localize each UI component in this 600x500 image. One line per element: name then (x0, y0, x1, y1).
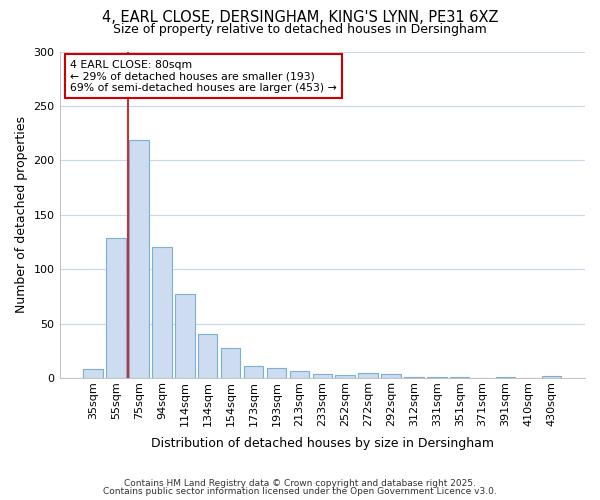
Text: Contains public sector information licensed under the Open Government Licence v3: Contains public sector information licen… (103, 487, 497, 496)
Bar (221, 348, 241, 378)
Bar (290, 372, 309, 378)
Bar (267, 368, 286, 378)
Bar (198, 334, 217, 378)
Text: 4 EARL CLOSE: 80sqm
← 29% of detached houses are smaller (193)
69% of semi-detac: 4 EARL CLOSE: 80sqm ← 29% of detached ho… (70, 60, 337, 93)
Bar (83, 370, 103, 378)
Bar (244, 366, 263, 378)
Bar (496, 377, 515, 378)
Bar (542, 376, 561, 378)
Bar (427, 377, 446, 378)
Bar (450, 377, 469, 378)
Text: Contains HM Land Registry data © Crown copyright and database right 2025.: Contains HM Land Registry data © Crown c… (124, 478, 476, 488)
X-axis label: Distribution of detached houses by size in Dersingham: Distribution of detached houses by size … (151, 437, 494, 450)
Bar (106, 238, 126, 378)
Text: 4, EARL CLOSE, DERSINGHAM, KING'S LYNN, PE31 6XZ: 4, EARL CLOSE, DERSINGHAM, KING'S LYNN, … (102, 10, 498, 25)
Bar (152, 248, 172, 378)
Bar (381, 374, 401, 378)
Y-axis label: Number of detached properties: Number of detached properties (15, 116, 28, 313)
Text: Size of property relative to detached houses in Dersingham: Size of property relative to detached ho… (113, 22, 487, 36)
Bar (313, 374, 332, 378)
Bar (335, 374, 355, 378)
Bar (358, 372, 378, 378)
Bar (175, 294, 194, 378)
Bar (404, 377, 424, 378)
Bar (129, 140, 149, 378)
